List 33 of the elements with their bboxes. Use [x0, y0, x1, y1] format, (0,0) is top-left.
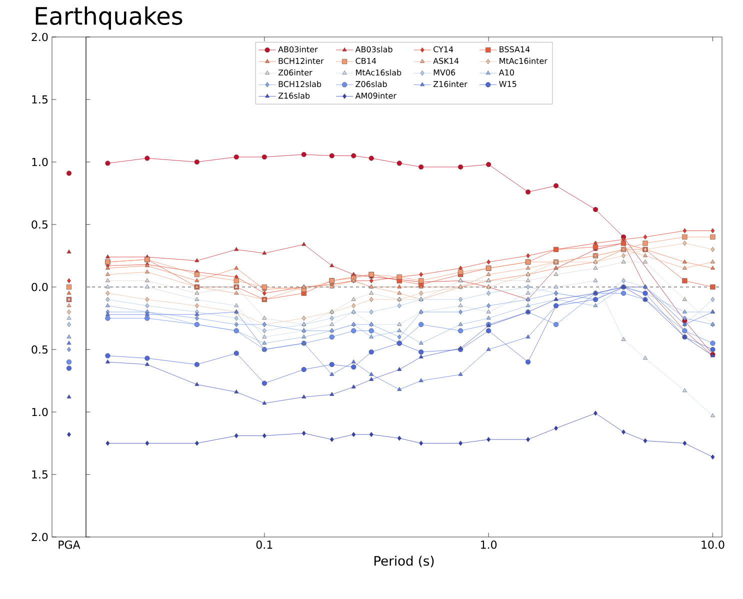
x-tick-label: PGA: [58, 540, 80, 549]
y-tick-label: 1.0: [32, 158, 48, 166]
legend-label: CB14: [356, 58, 376, 64]
legend-label: AB03slab: [355, 46, 392, 52]
legend-label: MtAc16inter: [500, 58, 548, 64]
chart-title: Earthquakes: [36, 6, 182, 30]
y-tick-label: 2.0: [32, 32, 48, 42]
legend-label: MtAc16slab: [356, 69, 402, 76]
legend-label: AM09inter: [355, 92, 396, 99]
y-tick-label: 0.0: [32, 282, 48, 292]
legend-label: Z16inter: [433, 80, 468, 88]
legend-label: MV06: [434, 69, 456, 76]
legend-label: CY14: [434, 46, 454, 52]
legend-label: BCH12slab: [278, 80, 322, 88]
legend-label: Z06inter: [278, 69, 312, 76]
legend-label: W15: [499, 81, 516, 87]
y-tick-label: 1.0: [32, 408, 48, 416]
legend-label: BCH12inter: [278, 58, 324, 64]
x-axis-title: Period (s): [374, 556, 434, 568]
legend-label: A10: [498, 69, 514, 76]
y-tick-label: 2.0: [32, 532, 48, 542]
y-tick-label: 1.5: [32, 95, 48, 104]
legend-label: AB03inter: [278, 46, 318, 52]
legend-label: BSSA14: [500, 46, 530, 52]
legend-label: Z06slab: [356, 80, 387, 88]
x-tick-label: 10.0: [702, 540, 724, 549]
legend-label: ASK14: [433, 58, 459, 64]
x-tick-label: 0.1: [256, 540, 272, 549]
x-tick-label: 1.0: [481, 540, 497, 549]
y-tick-label: 0.5: [32, 345, 48, 354]
legend-label: Z16slab: [278, 92, 310, 99]
y-tick-label: 1.5: [32, 470, 48, 479]
y-tick-label: 0.5: [32, 220, 48, 229]
